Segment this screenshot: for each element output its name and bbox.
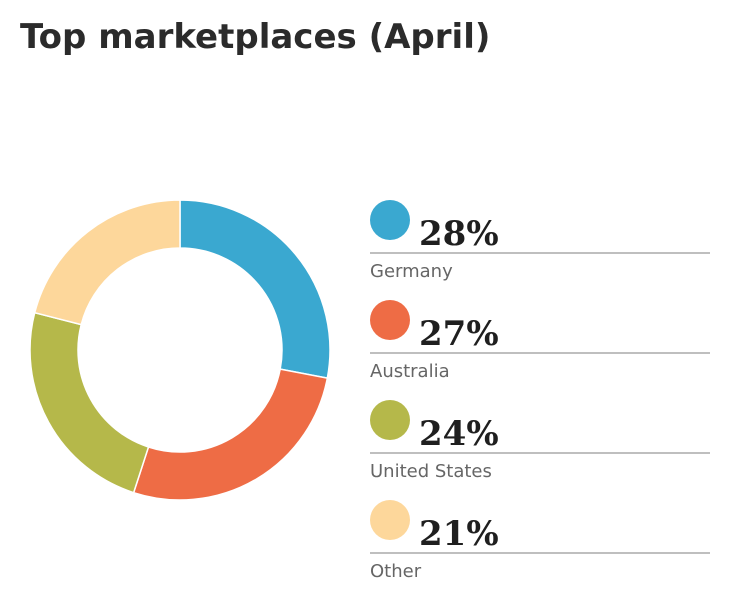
chart-title: Top marketplaces (April) [20, 17, 490, 57]
legend-label: Germany [370, 261, 453, 282]
value-label: 27% [419, 314, 499, 354]
legend-swatch [370, 400, 410, 440]
value-label: 28% [419, 214, 499, 254]
legend-label: Other [370, 561, 422, 582]
donut-segment [29, 311, 150, 494]
donut-segment [179, 199, 331, 379]
legend-swatch [370, 500, 410, 540]
legend-label: Australia [370, 361, 450, 382]
value-label: 24% [419, 414, 499, 454]
legend-swatch [370, 300, 410, 340]
legend-swatch [370, 200, 410, 240]
value-label: 21% [419, 514, 499, 554]
donut-segment [33, 199, 181, 326]
donut-segment [132, 368, 329, 501]
legend-label: United States [370, 461, 492, 482]
